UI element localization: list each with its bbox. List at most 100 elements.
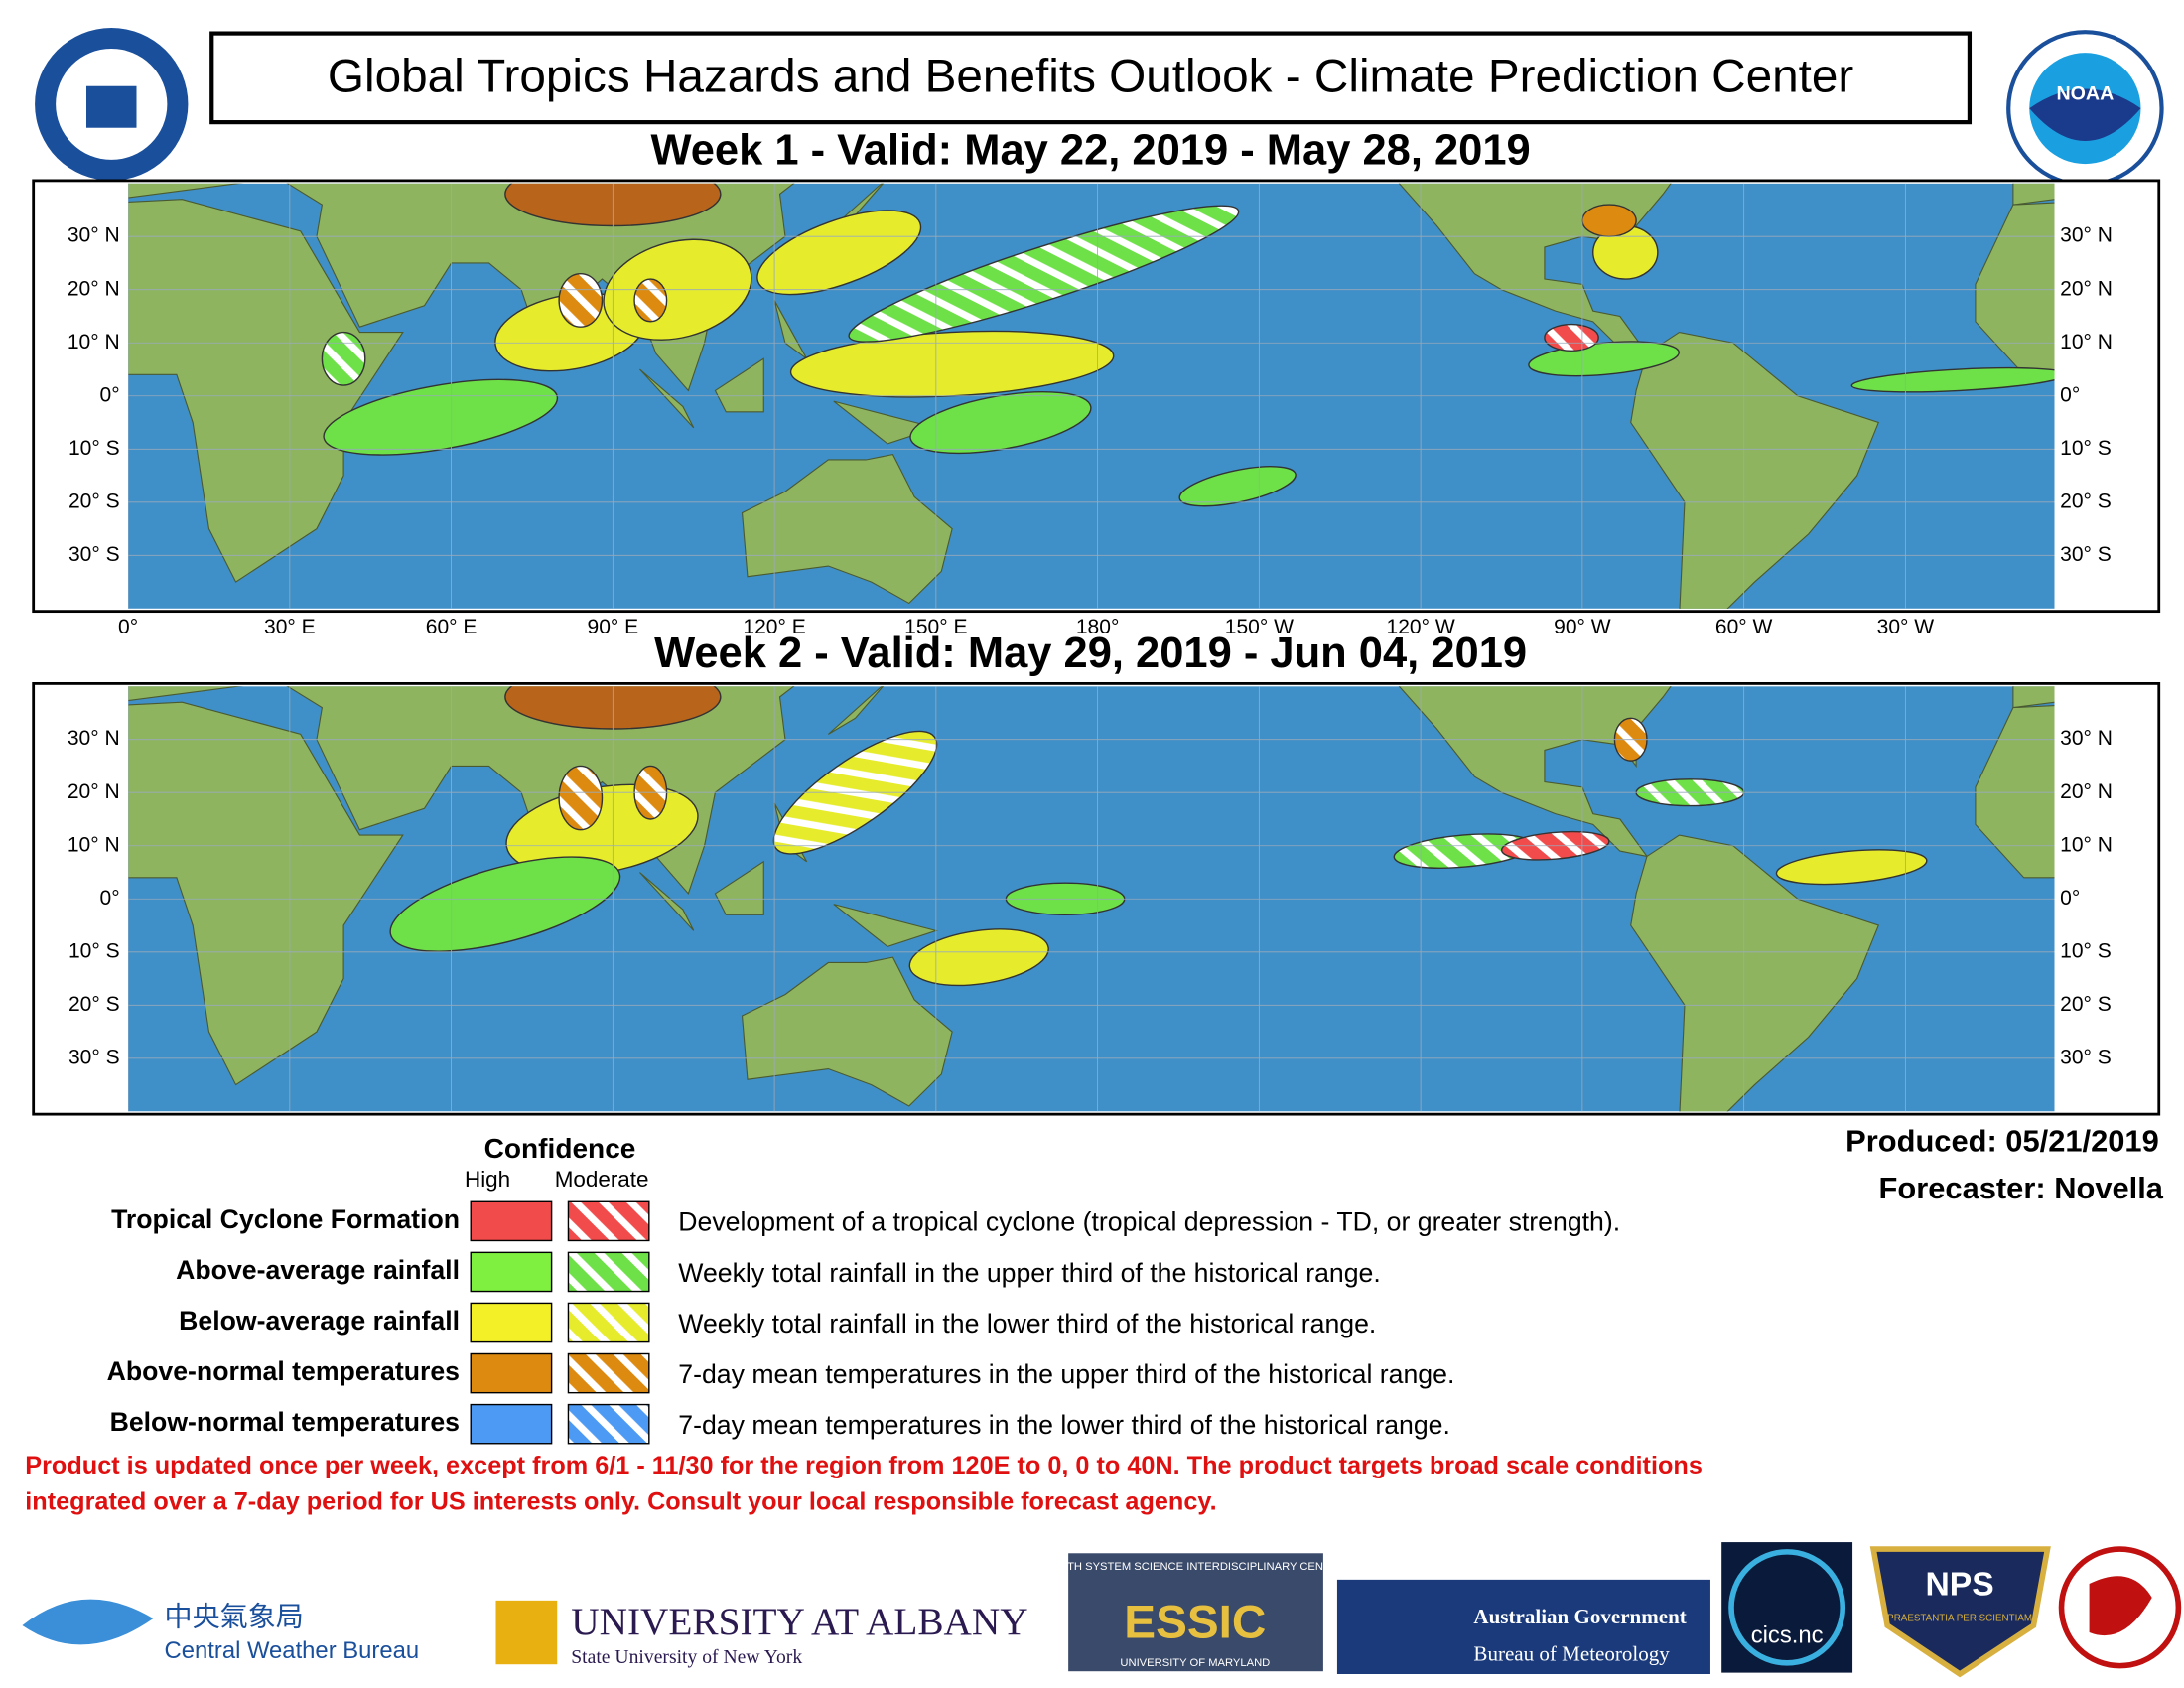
- albany: UNIVERSITY AT ALBANY: [571, 1601, 1027, 1643]
- essic-top: EARTH SYSTEM SCIENCE INTERDISCIPLINARY C…: [1044, 1561, 1345, 1573]
- lat-label: 20° N: [2060, 780, 2113, 803]
- legend-description: 7-day mean temperatures in the lower thi…: [678, 1410, 1450, 1440]
- nps-sub: PRAESTANTIA PER SCIENTIAM: [1887, 1614, 2032, 1624]
- hazard-region: [323, 378, 559, 456]
- lat-label: 10° N: [2060, 833, 2113, 856]
- aus1: Australian Government: [1473, 1605, 1686, 1628]
- lat-label: 0°: [2060, 383, 2080, 406]
- lon-label: 150° W: [1225, 616, 1294, 638]
- essic: ESSIC: [1124, 1597, 1266, 1649]
- lat-label: 30° S: [68, 1046, 120, 1068]
- land: [639, 872, 695, 931]
- lat-label: 10° S: [2060, 939, 2112, 962]
- land: [2012, 686, 2055, 709]
- cics: cics.nc: [1751, 1622, 1824, 1649]
- week-title: Week 1 - Valid: May 22, 2019 - May 28, 2…: [650, 126, 1530, 174]
- aus-logo: [1336, 1579, 1710, 1675]
- lon-label: 60° E: [426, 616, 478, 638]
- land: [833, 904, 938, 948]
- map: [128, 686, 2055, 1112]
- lat-label: 20° N: [68, 277, 120, 300]
- map: [128, 183, 2055, 609]
- lon-label: 60° W: [1715, 616, 1773, 638]
- swatch-moderate: [567, 1403, 650, 1445]
- legend-label: Below-average rainfall: [179, 1306, 460, 1336]
- lat-label: 20° S: [2060, 490, 2112, 512]
- forecaster: Forecaster: Novella: [1879, 1171, 2164, 1205]
- swatch-high: [470, 1251, 553, 1293]
- albany-sub: State University of New York: [571, 1647, 802, 1668]
- legend-description: Weekly total rainfall in the lower third…: [678, 1309, 1376, 1338]
- hazard-region: [1544, 323, 1599, 352]
- land: [1975, 202, 2055, 375]
- hazard-region: [848, 205, 1240, 343]
- commerce-seal: [35, 27, 189, 181]
- title-box: [209, 31, 1973, 125]
- lat-label: 10° N: [68, 331, 120, 353]
- nps: NPS: [1926, 1567, 1994, 1604]
- lat-label: 20° S: [68, 993, 120, 1016]
- week-title: Week 2 - Valid: May 29, 2019 - Jun 04, 2…: [654, 630, 1527, 677]
- lat-label: 10° S: [2060, 437, 2112, 460]
- nps-logo: [1869, 1546, 2051, 1678]
- land: [714, 357, 764, 413]
- lat-label: 30° N: [68, 727, 120, 750]
- cwb-en: Central Weather Bureau: [165, 1637, 420, 1664]
- lat-label: 20° S: [68, 490, 120, 512]
- swatch-moderate: [567, 1200, 650, 1242]
- hazard-region: [1775, 849, 1928, 886]
- lat-label: 30° S: [2060, 1046, 2112, 1068]
- lat-label: 0°: [100, 887, 120, 910]
- aus2: Bureau of Meteorology: [1473, 1642, 1670, 1666]
- swatch-high: [470, 1200, 553, 1242]
- cwb-logo: [22, 1599, 154, 1645]
- swatch-high: [470, 1403, 553, 1445]
- lat-label: 30° N: [68, 224, 120, 247]
- disclaimer: integrated over a 7-day period for US in…: [25, 1488, 1216, 1516]
- lon-label: 120° E: [743, 616, 805, 638]
- logos: 中央氣象局 Central Weather Bureau UNIVERSITY …: [22, 1542, 2182, 1678]
- noaa-logo: NOAA: [2006, 30, 2164, 188]
- legend-label: Above-average rainfall: [176, 1255, 460, 1285]
- hazard-region: [321, 331, 366, 386]
- lat-label: 20° N: [68, 780, 120, 803]
- swatch-moderate: [567, 1352, 650, 1394]
- moderate-label: Moderate: [555, 1167, 649, 1192]
- noaa-text: NOAA: [2056, 82, 2114, 104]
- lon-label: 120° W: [1387, 616, 1455, 638]
- confidence-title: Confidence: [484, 1133, 636, 1164]
- disclaimer: Product is updated once per week, except…: [25, 1452, 1703, 1479]
- albany-logo: [495, 1600, 558, 1665]
- lon-label: 30° E: [264, 616, 316, 638]
- hazard-region: [1581, 204, 1637, 237]
- page-title: Global Tropics Hazards and Benefits Outl…: [328, 50, 1854, 102]
- hazard-region: [908, 928, 1049, 987]
- legend-description: Weekly total rainfall in the upper third…: [678, 1258, 1380, 1288]
- lat-label: 20° N: [2060, 277, 2113, 300]
- produced: Produced: 05/21/2019: [1845, 1124, 2159, 1159]
- legend-label: Above-normal temperatures: [107, 1356, 460, 1386]
- lat-label: 30° S: [68, 543, 120, 566]
- land: [2012, 183, 2055, 206]
- lat-label: 30° N: [2060, 727, 2113, 750]
- lon-label: 150° E: [904, 616, 967, 638]
- land: [1975, 704, 2055, 879]
- lat-label: 30° S: [2060, 543, 2112, 566]
- lon-label: 90° W: [1554, 616, 1611, 638]
- hazard-region: [389, 856, 621, 952]
- high-label: High: [465, 1167, 510, 1192]
- land: [773, 300, 808, 359]
- swatch-moderate: [567, 1302, 650, 1343]
- lon-label: 90° E: [588, 616, 639, 638]
- hazard-region: [756, 210, 922, 296]
- lat-label: 10° N: [2060, 331, 2113, 353]
- land: [714, 860, 764, 915]
- legend-description: Development of a tropical cyclone (tropi…: [678, 1207, 1620, 1237]
- swatch-high: [470, 1352, 553, 1394]
- land: [639, 368, 695, 429]
- legend-label: Tropical Cyclone Formation: [111, 1204, 460, 1234]
- essic-sub: UNIVERSITY OF MARYLAND: [1120, 1657, 1270, 1669]
- lat-label: 0°: [2060, 887, 2080, 910]
- lon-label: 0°: [118, 616, 138, 638]
- hazard-region: [558, 765, 604, 831]
